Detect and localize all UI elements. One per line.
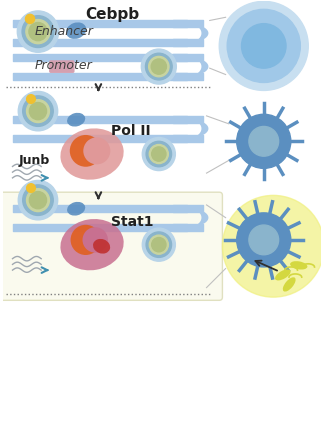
Ellipse shape (83, 138, 110, 164)
Ellipse shape (60, 219, 124, 270)
Circle shape (249, 126, 279, 156)
Circle shape (26, 14, 35, 23)
Ellipse shape (93, 239, 110, 254)
Circle shape (141, 49, 176, 84)
Circle shape (27, 189, 50, 211)
Text: Enhancer: Enhancer (35, 25, 94, 38)
Text: Cebpb: Cebpb (86, 7, 140, 22)
Circle shape (149, 235, 168, 254)
Circle shape (149, 145, 168, 164)
Circle shape (151, 59, 167, 74)
Circle shape (17, 11, 59, 52)
Circle shape (152, 237, 166, 252)
Polygon shape (188, 119, 208, 138)
Circle shape (29, 22, 47, 41)
Circle shape (146, 141, 171, 167)
Circle shape (142, 228, 175, 261)
Circle shape (227, 9, 300, 82)
Circle shape (23, 96, 53, 126)
Circle shape (152, 147, 166, 161)
Text: Promoter: Promoter (35, 59, 93, 72)
Polygon shape (188, 208, 208, 227)
Circle shape (23, 185, 53, 215)
Circle shape (249, 225, 279, 255)
Ellipse shape (283, 277, 295, 292)
Circle shape (237, 213, 291, 267)
Polygon shape (188, 24, 208, 43)
Ellipse shape (71, 225, 101, 255)
Ellipse shape (70, 135, 102, 167)
FancyBboxPatch shape (0, 192, 222, 300)
Circle shape (26, 20, 50, 44)
Ellipse shape (60, 129, 124, 180)
Circle shape (241, 24, 286, 68)
Circle shape (27, 184, 35, 192)
Text: Pol II: Pol II (111, 124, 151, 138)
Circle shape (27, 99, 50, 123)
Circle shape (142, 138, 175, 171)
Text: Junb: Junb (19, 154, 50, 167)
Circle shape (27, 95, 35, 103)
Ellipse shape (67, 113, 85, 127)
FancyBboxPatch shape (49, 60, 75, 73)
Ellipse shape (67, 202, 85, 215)
Ellipse shape (83, 227, 108, 253)
Ellipse shape (66, 22, 86, 39)
Circle shape (146, 232, 171, 258)
Circle shape (18, 91, 58, 131)
Circle shape (219, 1, 308, 90)
Circle shape (222, 195, 324, 297)
Circle shape (22, 16, 54, 47)
Circle shape (149, 56, 169, 77)
Circle shape (237, 114, 291, 168)
Circle shape (145, 53, 172, 80)
Polygon shape (188, 57, 208, 76)
Ellipse shape (290, 261, 307, 270)
Ellipse shape (275, 269, 291, 280)
Circle shape (29, 192, 47, 209)
Text: Stat1: Stat1 (111, 215, 154, 228)
Circle shape (29, 103, 47, 120)
Circle shape (18, 181, 58, 220)
